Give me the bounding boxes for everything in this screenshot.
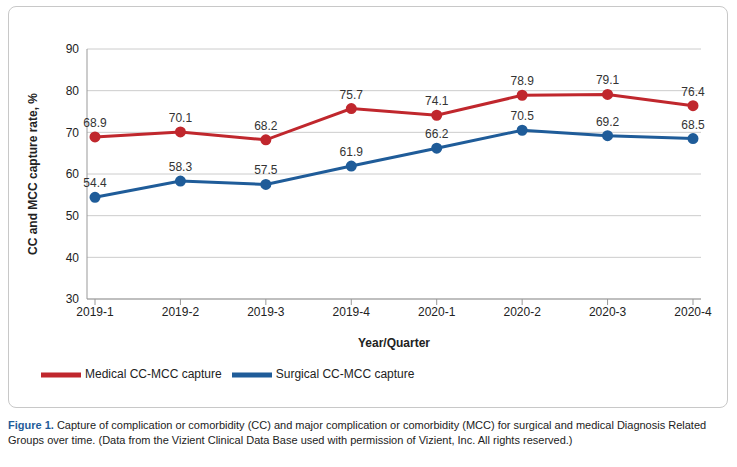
svg-text:76.4: 76.4 [681,85,705,99]
svg-text:2019-4: 2019-4 [333,305,371,319]
svg-text:Year/Quarter: Year/Quarter [358,336,430,350]
svg-text:78.9: 78.9 [510,74,534,88]
svg-text:60: 60 [66,167,80,181]
svg-text:30: 30 [66,292,80,306]
svg-text:2019-3: 2019-3 [247,305,285,319]
html-text:Medical CC-MCC capture: Medical CC-MCC capture [85,367,222,382]
svg-text:2020-2: 2020-2 [503,305,541,319]
svg-text:40: 40 [66,251,80,265]
svg-text:66.2: 66.2 [425,127,449,141]
svg-text:68.2: 68.2 [254,119,278,133]
svg-text:68.5: 68.5 [681,118,705,132]
svg-text:70.5: 70.5 [510,109,534,123]
svg-text:80: 80 [66,84,80,98]
html-text:Surgical CC-MCC capture: Surgical CC-MCC capture [275,367,415,382]
svg-text:79.1: 79.1 [596,73,620,87]
svg-text:70: 70 [66,126,80,140]
svg-text:2020-3: 2020-3 [589,305,627,319]
svg-text:2019-1: 2019-1 [76,305,114,319]
svg-text:CC and MCC capture rate, %: CC and MCC capture rate, % [26,93,40,255]
svg-text:75.7: 75.7 [340,88,364,102]
svg-text:50: 50 [66,209,80,223]
svg-text:57.5: 57.5 [254,163,278,177]
svg-text:74.1: 74.1 [425,94,449,108]
svg-text:90: 90 [66,42,80,56]
svg-text:68.9: 68.9 [83,116,107,130]
svg-text:61.9: 61.9 [340,145,364,159]
svg-text:54.4: 54.4 [83,176,107,190]
html-text:Figure 1. Capture of complicat: Figure 1. Capture of complication or com… [8,419,707,446]
svg-text:2020-4: 2020-4 [674,305,712,319]
svg-text:2020-1: 2020-1 [418,305,456,319]
svg-text:2019-2: 2019-2 [162,305,200,319]
svg-text:70.1: 70.1 [169,111,193,125]
svg-text:58.3: 58.3 [169,160,193,174]
svg-text:69.2: 69.2 [596,115,620,129]
